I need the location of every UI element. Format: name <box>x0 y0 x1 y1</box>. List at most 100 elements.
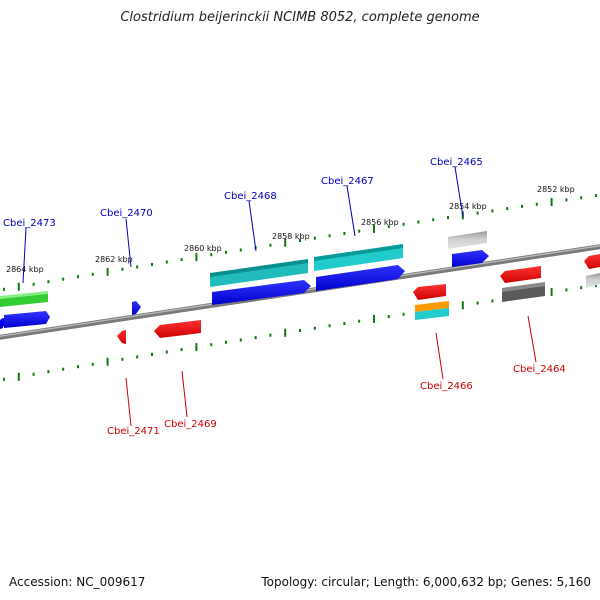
feature-cbei-2470[interactable] <box>132 301 141 315</box>
scale-tick <box>3 377 5 381</box>
scale-tick <box>373 314 375 323</box>
scale-tick <box>3 287 5 291</box>
feature-cbei-2468[interactable] <box>210 259 311 305</box>
gene-label-cbei-2471[interactable]: Cbei_2471 <box>107 426 160 437</box>
scale-tick <box>62 367 65 371</box>
scale-tick <box>595 284 597 288</box>
gene-label-cbei-2468[interactable]: Cbei_2468 <box>224 191 277 202</box>
scale-tick <box>269 333 272 337</box>
scale-tick <box>151 262 153 266</box>
tick-label-2864-kbp: 2864 kbp <box>6 265 44 274</box>
scale-tick <box>77 275 79 279</box>
map-title: Clostridium beijerinckii NCIMB 8052, com… <box>120 10 480 25</box>
scale-tick <box>343 232 346 235</box>
scale-tick <box>239 248 242 252</box>
scale-tick <box>225 340 227 344</box>
scale-tick <box>47 370 50 374</box>
gene-label-cbei-2467[interactable]: Cbei_2467 <box>321 176 374 187</box>
scale-tick <box>299 239 301 242</box>
scale-tick <box>565 198 568 202</box>
gene-label-cbei-2469[interactable]: Cbei_2469 <box>164 419 217 430</box>
scale-tick <box>476 211 479 215</box>
leader-line-cbei-2473 <box>22 227 27 284</box>
leader-line-cbei-2470 <box>125 218 132 268</box>
scale-tick <box>136 265 139 269</box>
feature-red-right[interactable] <box>584 254 600 269</box>
scale-tick <box>506 207 509 211</box>
scale-tick <box>180 258 183 262</box>
scale-tick <box>402 312 405 316</box>
scale-tick <box>535 202 538 206</box>
scale-tick <box>417 220 420 224</box>
scale-tick <box>491 209 494 213</box>
scale-tick <box>210 253 213 257</box>
gene-label-cbei-2473[interactable]: Cbei_2473 <box>3 218 56 229</box>
leader-line-cbei-2471 <box>125 377 132 427</box>
scale-tick <box>358 319 361 323</box>
scale-tick <box>225 250 227 254</box>
scale-tick <box>550 198 553 207</box>
scale-tick <box>165 350 168 354</box>
feature-cbei-2471[interactable] <box>117 330 126 344</box>
scale-tick <box>343 322 346 325</box>
scale-tick <box>284 328 287 337</box>
genome-summary-text: Topology: circular; Length: 6,000,632 bp… <box>261 575 591 589</box>
scale-tick <box>151 352 153 356</box>
scale-tick <box>136 355 139 359</box>
scale-tick <box>121 267 124 271</box>
scale-tick <box>91 362 94 366</box>
feature-cbei-2464[interactable] <box>500 266 545 302</box>
scale-tick <box>17 282 20 291</box>
tick-label-2856-kbp: 2856 kbp <box>361 218 399 227</box>
scale-tick <box>17 372 20 381</box>
feature-cbei-2466[interactable] <box>413 284 449 320</box>
tick-label-2852-kbp: 2852 kbp <box>537 185 575 194</box>
scale-tick <box>461 301 464 310</box>
scale-tick <box>491 299 494 303</box>
scale-tick <box>121 357 124 361</box>
tick-label-2858-kbp: 2858 kbp <box>272 232 310 241</box>
scale-tick <box>328 234 331 238</box>
tick-label-2860-kbp: 2860 kbp <box>184 244 222 253</box>
feature-cbei-2469[interactable] <box>154 320 201 338</box>
gene-label-cbei-2466[interactable]: Cbei_2466 <box>420 381 473 392</box>
scale-tick <box>387 225 390 229</box>
scale-tick <box>550 288 553 297</box>
tick-marks-upper <box>3 194 597 291</box>
scale-tick <box>387 315 390 319</box>
scale-tick <box>62 277 65 281</box>
feature-cbei-2467[interactable] <box>314 244 405 291</box>
feature-cbei-2473[interactable] <box>0 291 50 328</box>
leader-line-cbei-2466 <box>435 332 444 380</box>
leader-line-cbei-2468 <box>248 200 257 252</box>
scale-tick <box>313 326 316 330</box>
gene-label-cbei-2465[interactable]: Cbei_2465 <box>430 157 483 168</box>
scale-tick <box>106 267 109 276</box>
scale-tick <box>77 365 79 369</box>
leader-line-cbei-2464 <box>527 315 537 363</box>
scale-tick <box>447 216 449 220</box>
scale-tick <box>180 348 183 352</box>
scale-tick <box>521 204 523 208</box>
scale-tick <box>195 343 198 352</box>
leader-line-cbei-2465 <box>454 166 464 218</box>
feature-gray-right[interactable] <box>586 273 600 288</box>
gene-label-cbei-2470[interactable]: Cbei_2470 <box>100 208 153 219</box>
scale-tick <box>476 301 479 305</box>
scale-tick <box>595 194 597 198</box>
scale-tick <box>580 196 583 200</box>
scale-tick <box>47 280 50 284</box>
scale-tick <box>299 329 301 332</box>
feature-blue-left-edge[interactable] <box>0 318 3 329</box>
feature-cbei-2465[interactable] <box>448 231 489 267</box>
gene-label-cbei-2464[interactable]: Cbei_2464 <box>513 364 566 375</box>
scale-tick <box>402 222 405 226</box>
scale-tick <box>580 286 583 290</box>
scale-tick <box>358 229 361 233</box>
scale-tick <box>210 343 213 347</box>
tick-label-2854-kbp: 2854 kbp <box>449 202 487 211</box>
scale-tick <box>32 372 35 376</box>
scale-tick <box>284 238 287 247</box>
leader-line-cbei-2469 <box>181 370 188 418</box>
